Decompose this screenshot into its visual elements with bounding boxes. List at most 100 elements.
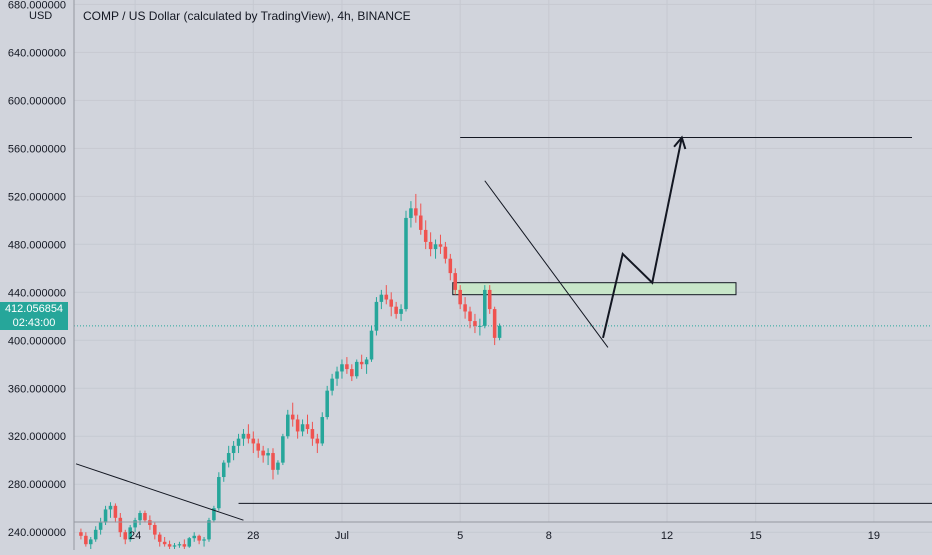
candles [79, 193, 502, 549]
candle-body [108, 505, 113, 510]
price-tick-label: 680.000000 [8, 0, 66, 11]
candle-body [473, 321, 477, 326]
time-tick-label: 12 [661, 530, 673, 542]
price-tick-label: 480.000000 [8, 239, 66, 251]
price-tick-label: 320.000000 [8, 431, 66, 443]
candle-body [217, 477, 221, 509]
time-tick-label: Jul [335, 530, 349, 542]
candle-body [404, 217, 408, 310]
candle-body [384, 294, 389, 300]
candle-body [354, 361, 359, 377]
candle-body [305, 424, 310, 430]
candle-body [236, 438, 241, 446]
candle-body [394, 306, 398, 314]
price-tick-label: 400.000000 [8, 335, 66, 347]
drawings-front [75, 135, 687, 521]
candle-body [89, 539, 93, 545]
candle-body [207, 520, 211, 540]
time-tick-label: 19 [868, 530, 880, 542]
candle-body [325, 390, 329, 418]
candle-body [123, 532, 128, 540]
candle-body [133, 520, 137, 528]
candle-body [345, 364, 349, 370]
candle-body [182, 544, 187, 547]
candle-body [266, 453, 270, 456]
candle-body [438, 244, 443, 247]
candle-body [103, 509, 108, 523]
price-tick-label: 600.000000 [8, 95, 66, 107]
candle-body [79, 532, 83, 536]
candle-body [241, 433, 246, 439]
bar-countdown: 02:43:00 [12, 317, 56, 329]
candle-body [330, 378, 334, 391]
candle-body [187, 538, 192, 547]
candle-body [212, 508, 216, 521]
projection-path [602, 137, 683, 339]
candle-body [369, 330, 374, 360]
price-tick-label: 520.000000 [8, 191, 66, 203]
candle-body [276, 462, 280, 470]
price-tick-label: 560.000000 [8, 143, 66, 155]
candle-body [399, 309, 403, 314]
price-tick-label: 440.000000 [8, 287, 66, 299]
candle-body [433, 244, 438, 250]
candle-body [271, 453, 275, 470]
candle-body [148, 520, 152, 526]
candle-body [128, 527, 132, 540]
candle-body [359, 361, 364, 365]
candle-body [409, 208, 413, 218]
time-tick-label: 24 [129, 530, 141, 542]
price-tick-label: 280.000000 [8, 479, 66, 491]
time-tick-label: 5 [457, 530, 463, 542]
candle-body [320, 417, 325, 444]
candle-body [423, 229, 428, 242]
candle-body [153, 525, 157, 535]
candle-body [374, 301, 379, 331]
candle-body [478, 325, 482, 327]
candle-body [340, 364, 344, 372]
price-axis[interactable]: 680.000000 640.000000 600.000000 560.000000… [8, 0, 66, 539]
candle-body [448, 258, 453, 274]
candle-body [418, 215, 423, 230]
candle-body [157, 534, 162, 542]
candle-body [251, 438, 256, 444]
candle-body [172, 545, 177, 547]
candle-body [221, 462, 226, 478]
falling-trendline [484, 180, 609, 348]
time-axis[interactable]: 24 28 Jul 5 8 12 15 19 [129, 530, 880, 542]
candle-body [84, 535, 88, 545]
candle-body [428, 241, 433, 250]
time-tick-label: 8 [546, 530, 552, 542]
time-tick-label: 15 [750, 530, 762, 542]
axis-unit-label: USD [29, 10, 53, 22]
candle-body [177, 544, 182, 546]
candle-body [295, 419, 300, 432]
zone-rectangle [452, 282, 737, 296]
candle-body [315, 438, 320, 444]
candle-body [261, 450, 265, 456]
candle-body [468, 311, 472, 322]
candle-body [463, 304, 467, 312]
candle-body [197, 535, 201, 541]
candle-body [443, 246, 448, 259]
candle-body [483, 289, 487, 326]
time-tick-label: 28 [247, 530, 259, 542]
candle-body [118, 517, 123, 533]
candle-body [300, 424, 305, 432]
candle-body [167, 544, 172, 547]
candle-body [143, 513, 147, 521]
candle-body [246, 433, 251, 439]
candle-body [256, 443, 261, 451]
candle-body [492, 309, 497, 338]
candle-body [281, 436, 285, 463]
candle-body [162, 541, 167, 545]
candle-body [202, 539, 206, 541]
price-tick-label: 640.000000 [8, 47, 66, 59]
candle-body [335, 371, 339, 379]
candle-body [389, 299, 393, 307]
candle-body [310, 429, 315, 439]
candle-body [138, 513, 142, 521]
candle-body [497, 325, 502, 338]
